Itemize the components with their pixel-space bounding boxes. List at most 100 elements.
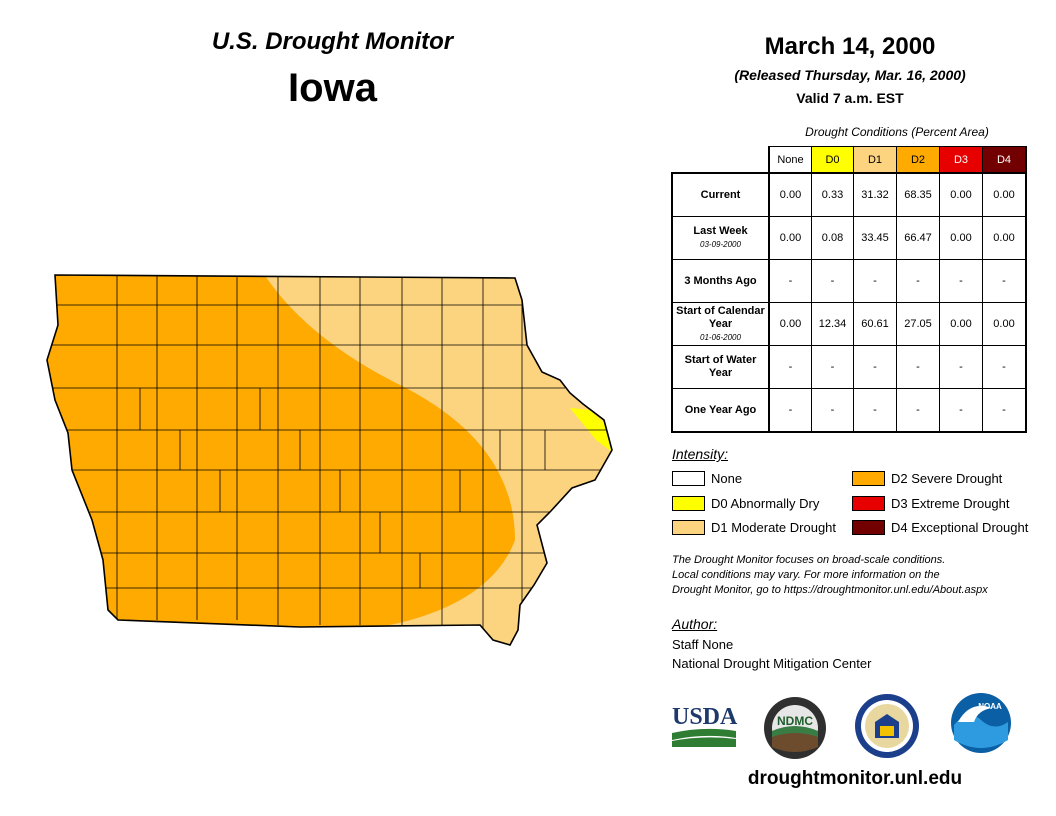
legend-swatch xyxy=(672,520,705,535)
table-row: Last Week 03-09-2000 0.00 0.08 33.45 66.4… xyxy=(671,216,1027,260)
legend-label: None xyxy=(711,471,743,486)
column-header-none: None xyxy=(768,146,812,174)
author-name: Staff None xyxy=(672,637,734,652)
disclaimer-line: Drought Monitor, go to https://droughtmo… xyxy=(672,584,988,596)
legend-item-d3: D3 Extreme Drought xyxy=(852,496,1010,511)
table-cell: 0.00 xyxy=(768,172,812,217)
column-header-d0: D0 xyxy=(811,146,854,174)
table-cell: - xyxy=(853,259,897,303)
table-cell: 0.00 xyxy=(982,302,1027,346)
row-label: 3 Months Ago xyxy=(671,259,770,303)
legend-item-d4: D4 Exceptional Drought xyxy=(852,520,1028,535)
table-cell: 0.00 xyxy=(939,216,983,260)
column-header-d3: D3 xyxy=(939,146,983,174)
row-label: Current xyxy=(671,172,770,217)
table-cell: - xyxy=(982,345,1027,389)
legend-item-none: None xyxy=(672,471,742,486)
table-caption: Drought Conditions (Percent Area) xyxy=(805,125,989,139)
legend-label: D3 Extreme Drought xyxy=(891,496,1010,511)
table-cell: 12.34 xyxy=(811,302,854,346)
column-header-d1: D1 xyxy=(853,146,897,174)
usda-logo: USDA xyxy=(672,704,738,747)
ndmc-logo: NDMC xyxy=(764,697,826,759)
table-row: Current 0.00 0.33 31.32 68.35 0.00 0.00 xyxy=(671,172,1027,217)
table-cell: 0.00 xyxy=(939,302,983,346)
column-header-d4: D4 xyxy=(982,146,1027,174)
row-label: One Year Ago xyxy=(671,388,770,433)
table-cell: - xyxy=(768,259,812,303)
table-cell: 27.05 xyxy=(896,302,940,346)
table-cell: 66.47 xyxy=(896,216,940,260)
date-title: March 14, 2000 xyxy=(764,33,936,60)
legend-label: D4 Exceptional Drought xyxy=(891,520,1029,535)
table-row: 3 Months Ago - - - - - - xyxy=(671,259,1027,303)
row-label: Start of Water Year xyxy=(671,345,770,389)
usda-logo-text: USDA xyxy=(672,704,738,730)
legend-swatch xyxy=(852,496,885,511)
ndmc-logo-text: NDMC xyxy=(777,714,813,728)
valid-time: Valid 7 a.m. EST xyxy=(796,90,904,106)
disclaimer: The Drought Monitor focuses on broad-sca… xyxy=(672,553,1042,598)
table-cell: 0.00 xyxy=(982,216,1027,260)
release-date: (Released Thursday, Mar. 16, 2000) xyxy=(734,67,966,83)
table-cell: - xyxy=(982,259,1027,303)
legend-item-d2: D2 Severe Drought xyxy=(852,471,1002,486)
intensity-heading: Intensity: xyxy=(672,446,729,462)
row-label: Start of Calendar Year 01-06-2000 xyxy=(671,302,770,346)
table-cell: - xyxy=(811,259,854,303)
legend-label: D0 Abnormally Dry xyxy=(711,496,820,511)
table-cell: - xyxy=(982,388,1027,433)
website-url[interactable]: droughtmonitor.unl.edu xyxy=(747,768,963,789)
legend-swatch xyxy=(672,496,705,511)
commerce-seal-icon xyxy=(855,694,919,758)
table-cell: 0.08 xyxy=(811,216,854,260)
table-cell: 0.00 xyxy=(982,172,1027,217)
table-cell: 60.61 xyxy=(853,302,897,346)
table-cell: - xyxy=(896,388,940,433)
table-cell: 31.32 xyxy=(853,172,897,217)
table-cell: - xyxy=(811,345,854,389)
table-cell: 33.45 xyxy=(853,216,897,260)
iowa-drought-map xyxy=(46,274,613,646)
table-row: One Year Ago - - - - - - xyxy=(671,388,1027,433)
legend-item-d1: D1 Moderate Drought xyxy=(672,520,836,535)
table-cell: 68.35 xyxy=(896,172,940,217)
monitor-title: U.S. Drought Monitor xyxy=(211,28,454,55)
table-cell: - xyxy=(939,259,983,303)
table-cell: - xyxy=(768,345,812,389)
row-label: Last Week 03-09-2000 xyxy=(671,216,770,260)
table-row: Start of Water Year - - - - - - xyxy=(671,345,1027,389)
table-cell: - xyxy=(896,345,940,389)
legend-item-d0: D0 Abnormally Dry xyxy=(672,496,819,511)
table-cell: 0.00 xyxy=(768,302,812,346)
disclaimer-line: Local conditions may vary. For more info… xyxy=(672,569,940,581)
table-cell: 0.00 xyxy=(939,172,983,217)
table-row: Start of Calendar Year 01-06-2000 0.00 12… xyxy=(671,302,1027,346)
legend-swatch xyxy=(852,520,885,535)
author-heading: Author: xyxy=(672,616,718,632)
legend-swatch xyxy=(672,471,705,486)
noaa-logo: NOAA xyxy=(951,693,1011,753)
table-cell: - xyxy=(853,388,897,433)
noaa-logo-text: NOAA xyxy=(978,702,1002,711)
column-header-d2: D2 xyxy=(896,146,940,174)
row-sublabel: 03-09-2000 xyxy=(700,240,741,249)
table-corner xyxy=(672,147,769,174)
state-title: Iowa xyxy=(288,66,377,110)
author-org: National Drought Mitigation Center xyxy=(672,656,872,671)
table-cell: - xyxy=(939,388,983,433)
table-cell: 0.00 xyxy=(768,216,812,260)
table-cell: - xyxy=(768,388,812,433)
disclaimer-line: The Drought Monitor focuses on broad-sca… xyxy=(672,554,946,566)
legend-label: D1 Moderate Drought xyxy=(711,520,837,535)
table-cell: - xyxy=(896,259,940,303)
table-cell: - xyxy=(811,388,854,433)
table-cell: - xyxy=(853,345,897,389)
table-cell: - xyxy=(939,345,983,389)
drought-conditions-table: None D0 D1 D2 D3 D4 Current 0.00 0.33 31… xyxy=(671,146,1027,433)
iowa-outline xyxy=(46,274,613,646)
table-cell: 0.33 xyxy=(811,172,854,217)
legend-swatch xyxy=(852,471,885,486)
legend-label: D2 Severe Drought xyxy=(891,471,1003,486)
row-sublabel: 01-06-2000 xyxy=(700,332,741,342)
